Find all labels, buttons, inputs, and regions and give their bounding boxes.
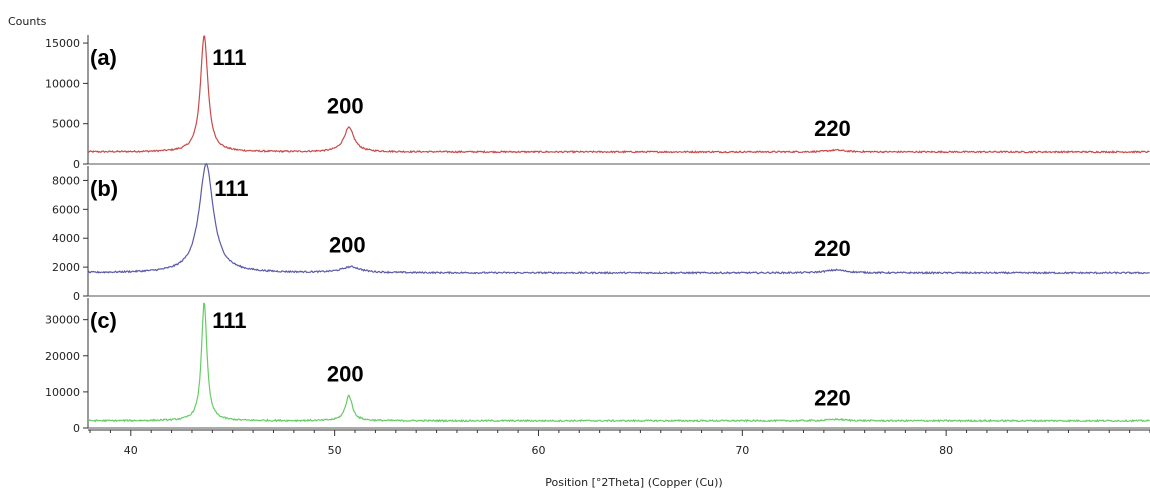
x-tick-label: 40 [124,444,138,457]
x-tick-label: 50 [328,444,342,457]
peak-label: 111 [214,176,248,201]
y-tick-label: 4000 [52,232,80,245]
y-tick-label: 10000 [45,386,80,399]
x-tick-label: 80 [939,444,953,457]
y-tick-label: 0 [73,290,80,303]
peak-label: 200 [329,233,366,258]
y-axis-title: Counts [8,15,47,28]
peak-label: 220 [814,116,851,141]
x-tick-label: 60 [531,444,545,457]
peak-label: 111 [212,308,246,333]
series-line-1 [87,35,1150,154]
y-tick-label: 20000 [45,350,80,363]
panel-label: (b) [90,176,118,201]
series-line-3 [88,302,1150,423]
y-tick-label: 0 [73,158,80,171]
y-tick-label: 5000 [52,118,80,131]
peak-label: 200 [327,361,364,386]
x-axis: 40 50 60 70 80 [88,429,1150,457]
y-tick-label: 6000 [52,203,80,216]
peak-label: 200 [327,94,364,119]
x-tick-label: 70 [735,444,749,457]
y-tick-label: 30000 [45,314,80,327]
peak-label: 220 [814,236,851,261]
panel-label: (c) [90,308,117,333]
y-tick-label: 2000 [52,261,80,274]
panel-1: 0 5000 10000 15000 (a) 111 200 220 [45,35,1150,171]
y-tick-label: 0 [73,422,80,435]
series-line-2 [87,162,1150,275]
y-tick-label: 15000 [45,37,80,50]
y-tick-label: 10000 [45,77,80,90]
panel-3: 0 10000 20000 30000 (c) 111 200 220 [45,298,1150,435]
x-axis-title: Position [°2Theta] (Copper (Cu)) [545,476,722,489]
peak-label: 220 [814,385,851,410]
panel-2: 0 2000 4000 6000 8000 (b) 111 200 220 [52,162,1150,303]
peak-label: 111 [212,45,246,70]
panel-label: (a) [90,45,117,70]
y-tick-label: 8000 [52,174,80,187]
